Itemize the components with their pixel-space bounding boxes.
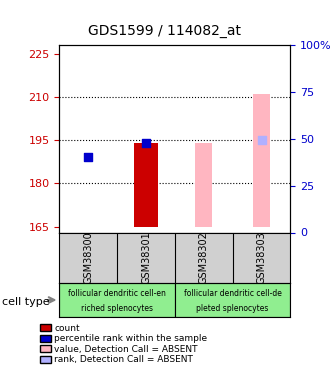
Text: pleted splenocytes: pleted splenocytes (196, 304, 269, 313)
Text: riched splenocytes: riched splenocytes (81, 304, 153, 313)
Text: rank, Detection Call = ABSENT: rank, Detection Call = ABSENT (54, 355, 193, 364)
Bar (195, 143, 213, 227)
Text: GSM38302: GSM38302 (199, 231, 209, 284)
Point (143, 140, 148, 146)
Text: percentile rank within the sample: percentile rank within the sample (54, 334, 208, 343)
Text: follicular dendritic cell-en: follicular dendritic cell-en (68, 289, 166, 298)
Point (259, 137, 264, 143)
Bar (253, 94, 270, 227)
FancyBboxPatch shape (59, 283, 175, 317)
Text: GDS1599 / 114082_at: GDS1599 / 114082_at (88, 24, 242, 38)
Text: GSM38303: GSM38303 (256, 231, 267, 284)
Text: value, Detection Call = ABSENT: value, Detection Call = ABSENT (54, 345, 198, 354)
Bar (135, 143, 158, 227)
Text: GSM38301: GSM38301 (141, 231, 151, 284)
Text: cell type: cell type (2, 297, 49, 307)
Text: follicular dendritic cell-de: follicular dendritic cell-de (184, 289, 281, 298)
Point (85, 154, 91, 160)
FancyBboxPatch shape (175, 283, 290, 317)
Text: GSM38300: GSM38300 (83, 231, 93, 284)
Text: count: count (54, 324, 80, 333)
